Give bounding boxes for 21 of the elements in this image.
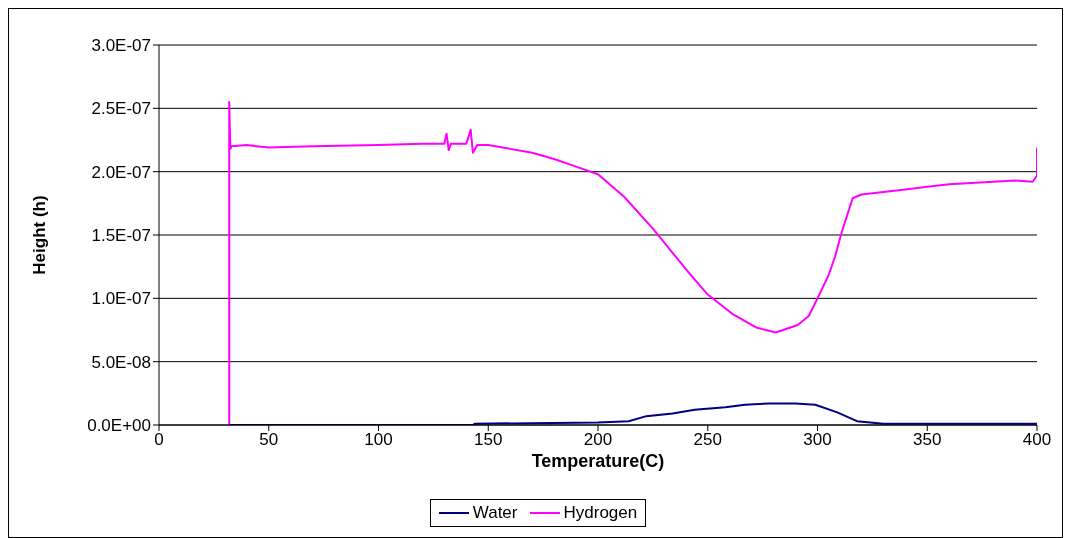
legend-label: Water <box>472 503 518 523</box>
x-tick-label: 50 <box>259 430 279 450</box>
x-tick-label: 150 <box>474 430 503 450</box>
x-tick-label: 300 <box>803 430 832 450</box>
x-tick-label: 100 <box>364 430 393 450</box>
y-tick-label: 0.0E+00 <box>87 416 151 436</box>
x-tick-label: 350 <box>913 430 942 450</box>
x-tick-label: 0 <box>154 430 164 450</box>
y-tick-label: 2.5E-07 <box>91 99 151 119</box>
x-tick-label: 200 <box>583 430 613 450</box>
y-axis-title: Height (h) <box>30 195 50 275</box>
y-tick-label: 5.0E-08 <box>91 352 151 372</box>
y-tick-label: 1.0E-07 <box>91 289 151 309</box>
x-tick-label: 250 <box>693 430 722 450</box>
line-series <box>228 101 1037 425</box>
x-axis-title: Temperature(C) <box>531 451 665 471</box>
y-tick-label: 1.5E-07 <box>91 226 151 246</box>
x-tick-label: 400 <box>1022 430 1052 450</box>
legend-label: Hydrogen <box>563 503 638 523</box>
y-tick-label: 3.0E-07 <box>91 36 151 56</box>
y-tick-label: 2.0E-07 <box>91 162 151 182</box>
